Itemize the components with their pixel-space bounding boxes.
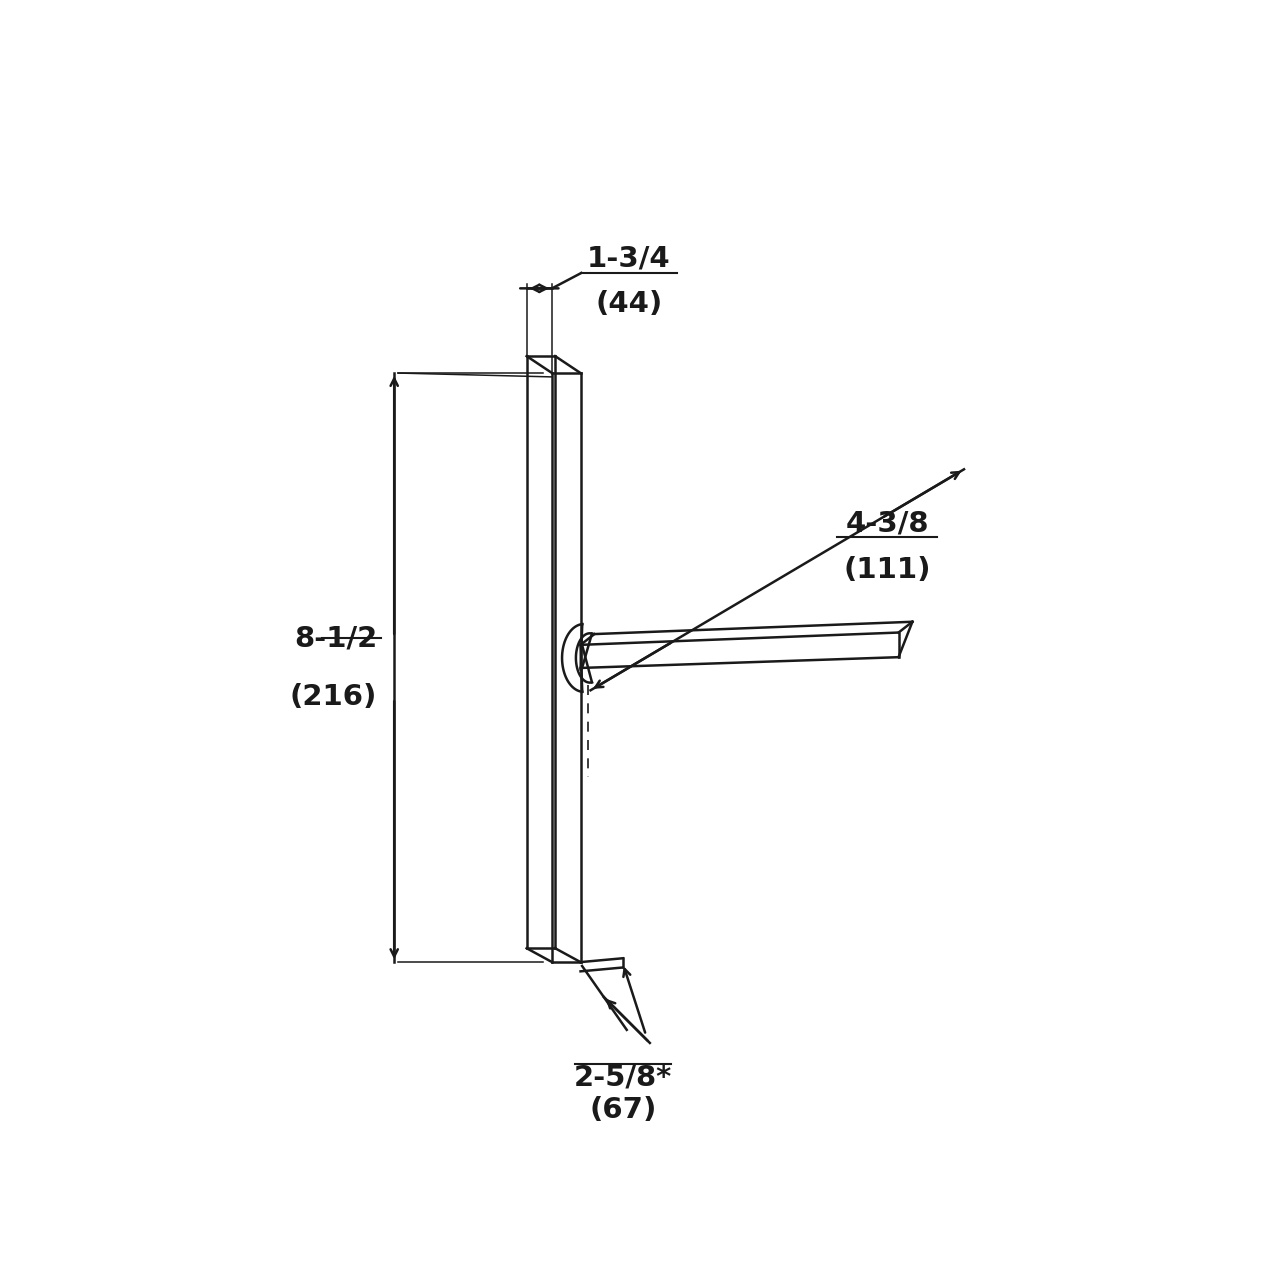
Text: 4-3/8: 4-3/8 (845, 509, 929, 538)
Text: 8-1/2: 8-1/2 (294, 625, 378, 653)
Text: (67): (67) (589, 1096, 657, 1124)
Text: (216): (216) (289, 682, 378, 710)
Text: 1-3/4: 1-3/4 (588, 244, 671, 273)
Text: (44): (44) (595, 289, 663, 317)
Text: (111): (111) (844, 556, 931, 584)
Text: 2-5/8*: 2-5/8* (573, 1064, 672, 1092)
